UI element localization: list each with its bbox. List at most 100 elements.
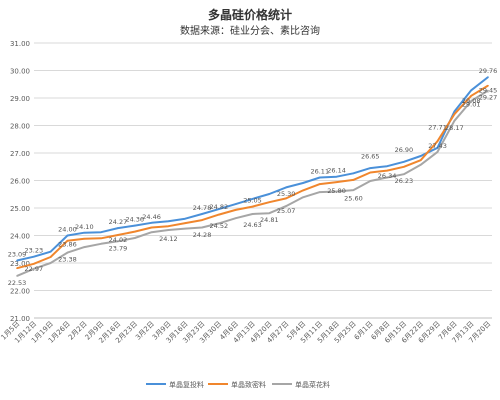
y-tick-label: 21.00 [10,315,30,323]
data-label: 24.63 [243,221,262,229]
data-point [33,263,35,265]
data-label: 25.80 [327,187,346,195]
data-point [285,205,287,207]
data-label: 24.02 [109,236,128,244]
data-point [302,182,304,184]
data-label: 23.09 [8,251,27,259]
data-label: 24.27 [109,218,128,226]
data-point [33,267,35,270]
y-tick-label: 28.00 [10,123,30,131]
data-point [386,169,388,172]
data-label: 24.82 [210,203,229,211]
data-point [16,275,18,277]
data-point [49,256,52,258]
data-point [218,208,220,210]
data-label: 27.43 [428,142,447,150]
data-point [318,183,321,185]
data-point [487,84,489,87]
data-point [453,113,456,116]
data-label: 24.81 [260,216,279,224]
data-label: 24.46 [142,213,161,221]
data-point [436,140,439,142]
data-point [218,222,220,225]
data-point [16,259,18,262]
data-label: 29.45 [479,87,498,95]
data-point [436,151,439,153]
data-point [318,191,321,193]
data-point [302,189,304,192]
data-point [167,229,170,231]
data-point [184,217,187,220]
data-point [419,155,422,157]
data-point [100,242,102,245]
data-point [453,120,456,122]
data-point [318,176,321,179]
data-point [419,159,422,161]
data-label: 24.52 [210,222,229,230]
data-point [83,238,86,240]
data-label: 29.01 [462,101,481,109]
data-label: 29.27 [479,94,498,102]
data-point [117,234,119,236]
y-tick-label: 22.00 [10,288,30,296]
data-point [352,172,355,175]
data-label: 26.90 [395,146,414,154]
data-label: 27.71 [428,123,447,131]
data-point [251,198,254,200]
data-point [335,181,338,183]
data-point [369,167,372,169]
data-point [33,255,35,258]
data-point [419,164,422,166]
y-tick-label: 31.00 [10,40,30,48]
data-point [403,173,405,175]
data-label: 23.38 [58,256,77,264]
y-tick-label: 26.00 [10,178,30,186]
data-point [133,237,136,239]
data-point [16,267,18,270]
data-point [150,226,153,229]
data-point [285,197,287,200]
data-point [201,226,203,229]
data-point [386,176,388,179]
data-point [49,250,52,253]
data-label: 29.08 [462,97,481,105]
data-point [234,217,237,219]
data-point [167,225,170,227]
data-label: 25.60 [344,195,363,203]
data-label: 26.11 [310,167,329,175]
data-label: 23.79 [109,244,128,252]
data-point [117,227,119,229]
data-point [386,165,388,167]
data-point [285,186,287,189]
data-label: 25.07 [277,207,296,215]
data-point [184,222,187,224]
data-label: 28.17 [445,124,464,132]
data-point [369,180,372,182]
data-label: 26.34 [378,172,397,180]
data-point [66,251,69,254]
data-point [268,201,271,204]
data-label: 29.76 [479,67,498,75]
data-point [133,224,136,227]
y-tick-label: 24.00 [10,233,30,241]
y-tick-label: 30.00 [10,68,30,76]
y-tick-label: 25.00 [10,205,30,213]
data-point [133,230,136,233]
data-point [83,231,86,234]
data-point [487,76,489,78]
data-label: 22.53 [8,279,27,287]
data-point [470,95,472,97]
data-point [251,205,254,208]
data-point [268,193,271,195]
data-point [49,262,52,264]
chart-subtitle: 数据来源：硅业分会、素比咨询 [180,26,320,37]
data-point [66,234,69,237]
data-point [150,222,153,224]
data-point [352,179,355,181]
series-line-3 [16,89,489,277]
data-point [150,231,153,233]
data-point [268,212,271,215]
data-label: 26.14 [327,167,346,175]
data-label: 24.36 [125,216,144,224]
data-label: 22.97 [25,265,44,273]
